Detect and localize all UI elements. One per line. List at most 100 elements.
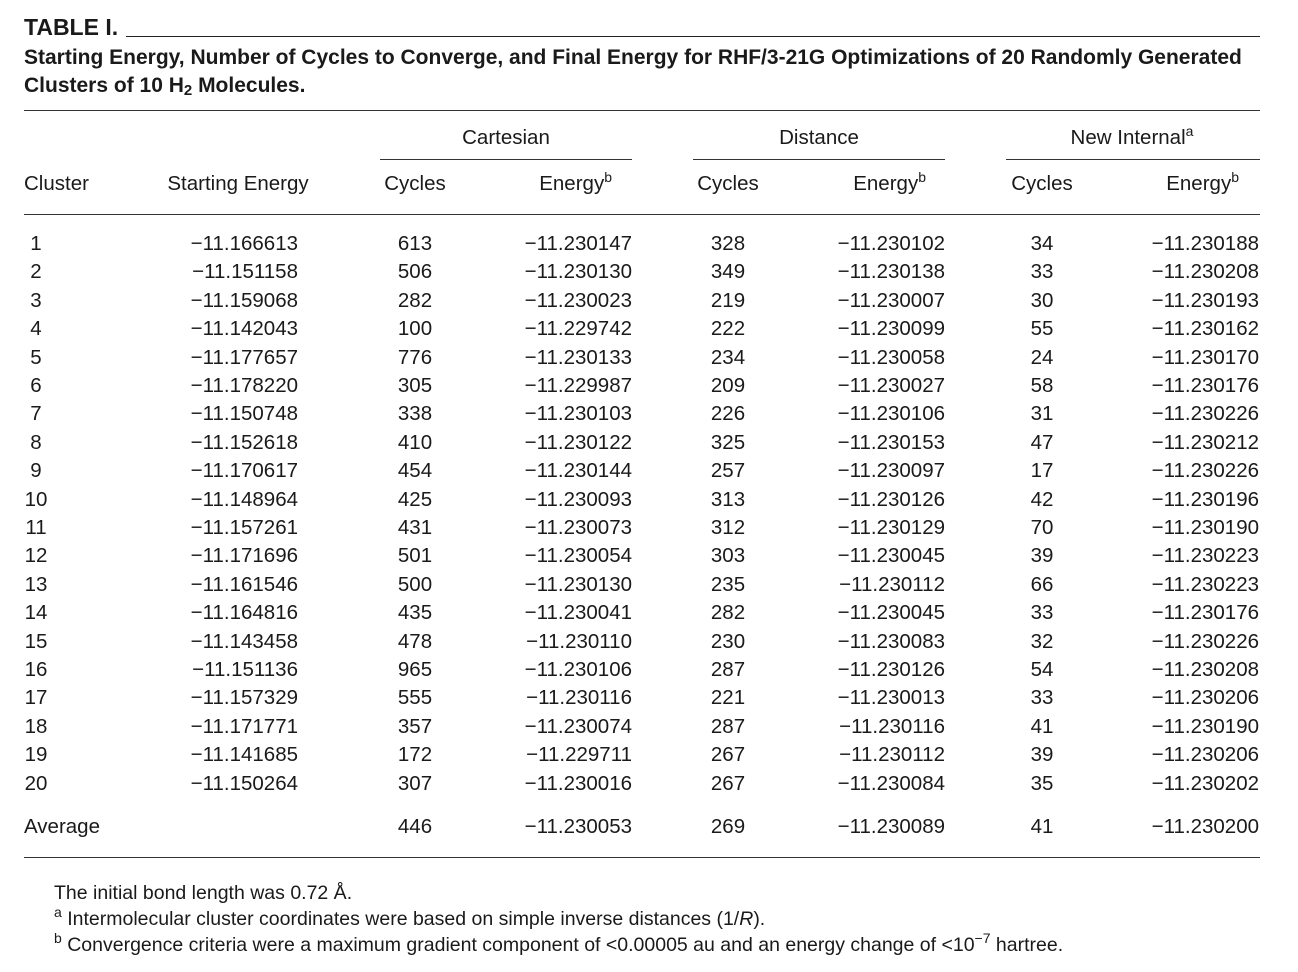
cell-new-internal-cycles: 55	[1030, 317, 1054, 341]
footnote-a-text: Intermolecular cluster coordinates were …	[67, 908, 740, 930]
column-header-cartesian-energy: Energyb	[539, 169, 612, 196]
cell-cartesian-energy: −11.229711	[526, 743, 632, 767]
cell-new-internal-cycles: 66	[1030, 572, 1054, 596]
cell-distance-energy: −11.230007	[837, 288, 945, 312]
cell-distance-energy: −11.230106	[837, 402, 945, 426]
cartesian-group-rule	[380, 159, 632, 160]
cell-distance-energy: −11.230116	[839, 714, 945, 738]
cell-cartesian-energy: −11.229987	[524, 374, 632, 397]
cell-new-internal-energy: −11.230162	[1151, 317, 1259, 341]
cell-starting-energy: −11.150264	[190, 771, 298, 795]
cell-cluster: 10	[24, 487, 48, 511]
cell-new-internal-cycles: 34	[1030, 232, 1054, 255]
cell-distance-cycles: 234	[710, 345, 746, 369]
cell-cartesian-cycles: 478	[397, 629, 433, 653]
cell-starting-energy: −11.170617	[190, 459, 298, 483]
cell-cartesian-cycles: 338	[397, 402, 433, 426]
cell-cartesian-cycles: 100	[397, 317, 433, 341]
cell-cluster: 6	[30, 374, 42, 397]
cell-cartesian-energy: −11.230130	[524, 260, 632, 284]
footnote-marker-b: b	[918, 169, 926, 185]
caption-subscript: 2	[183, 82, 193, 99]
cell-cluster: 11	[25, 516, 47, 539]
cell-new-internal-energy: −11.230206	[1151, 743, 1259, 767]
cell-cartesian-energy: −11.230103	[524, 402, 632, 426]
cell-distance-energy: −11.230112	[839, 743, 945, 767]
cell-new-internal-energy: −11.230208	[1151, 658, 1259, 681]
cell-cartesian-cycles: 435	[397, 601, 433, 625]
cell-distance-cycles: 312	[710, 516, 746, 539]
top-rule	[24, 110, 1260, 111]
cell-new-internal-cycles: 54	[1030, 658, 1054, 681]
cell-cartesian-energy: −11.229742	[524, 317, 632, 341]
cell-distance-cycles: 328	[710, 232, 746, 255]
cell-cartesian-energy: −11.230133	[524, 345, 632, 369]
cell-distance-cycles: 257	[710, 459, 746, 483]
cell-cluster: 2	[30, 260, 42, 284]
cell-cluster: 5	[30, 345, 42, 369]
cell-starting-energy: −11.151136	[192, 658, 298, 681]
footnote-general: The initial bond length was 0.72 Å.	[54, 882, 353, 904]
energy-label: Energy	[1166, 172, 1232, 195]
cell-cartesian-cycles: 555	[397, 686, 433, 710]
cell-starting-energy: −11.150748	[190, 402, 298, 426]
cell-cartesian-cycles: 501	[397, 544, 433, 568]
column-header-cluster: Cluster	[24, 172, 89, 195]
footnotes: The initial bond length was 0.72 Å. a In…	[54, 880, 1063, 958]
cell-new-internal-cycles: 24	[1030, 345, 1054, 369]
cell-distance-cycles: 325	[710, 430, 746, 454]
group-header-new-internal-label: New Internal	[1070, 126, 1186, 149]
cell-new-internal-energy: −11.230196	[1151, 487, 1259, 511]
cell-new-internal-energy: −11.230170	[1151, 345, 1259, 369]
cell-new-internal-energy: −11.230176	[1151, 374, 1259, 397]
cell-cartesian-cycles: 506	[397, 260, 433, 284]
footnote-marker-b: b	[1231, 169, 1239, 185]
cell-distance-cycles: 235	[710, 572, 746, 596]
cell-distance-energy: −11.230097	[837, 459, 945, 483]
footnote-a: a Intermolecular cluster coordinates wer…	[54, 905, 1063, 932]
cell-cluster: 17	[24, 686, 48, 710]
cell-new-internal-energy: −11.230176	[1151, 601, 1259, 625]
cell-cartesian-energy: −11.230023	[524, 288, 632, 312]
cell-distance-cycles: 349	[710, 260, 746, 284]
cell-new-internal-energy: −11.230212	[1151, 430, 1259, 454]
cell-distance-energy: −11.230099	[837, 317, 945, 341]
cell-distance-energy: −11.230027	[837, 374, 945, 397]
caption-text: Starting Energy, Number of Cycles to Con…	[24, 46, 1242, 97]
cell-distance-energy: −11.230083	[837, 629, 945, 653]
footnote-marker-b: b	[604, 169, 612, 185]
cell-cartesian-energy: −11.230130	[524, 572, 632, 596]
cell-distance-cycles: 226	[710, 402, 746, 426]
cell-new-internal-cycles: 35	[1030, 771, 1054, 795]
cell-new-internal-energy: −11.230190	[1151, 516, 1259, 539]
cell-cartesian-cycles: 500	[397, 572, 433, 596]
cell-distance-cycles: 222	[710, 317, 746, 341]
cell-distance-cycles: 267	[710, 771, 746, 795]
cell-starting-energy: −11.164816	[190, 601, 298, 625]
cell-new-internal-energy: −11.230226	[1151, 402, 1259, 426]
distance-group-rule	[693, 159, 945, 160]
cell-starting-energy: −11.148964	[190, 487, 298, 511]
cell-new-internal-cycles: 32	[1030, 629, 1054, 653]
cell-cartesian-energy: −11.230144	[524, 459, 632, 483]
cell-cartesian-energy: −11.230073	[524, 516, 632, 539]
cell-cartesian-cycles: 172	[397, 743, 433, 767]
column-header-new-internal-cycles: Cycles	[1011, 172, 1073, 195]
cell-starting-energy: −11.143458	[190, 629, 298, 653]
cell-distance-cycles: 209	[710, 374, 746, 397]
cell-cluster: 1	[30, 232, 42, 255]
cell-cluster: 15	[24, 629, 48, 653]
column-header-distance-cycles: Cycles	[697, 172, 759, 195]
cell-cartesian-energy: −11.230041	[524, 601, 632, 625]
cell-cluster: 3	[30, 288, 42, 312]
cell-distance-energy: −11.230058	[837, 345, 945, 369]
cell-distance-cycles: 303	[710, 544, 746, 568]
cell-cartesian-cycles: 282	[397, 288, 433, 312]
cell-distance-energy: −11.230013	[837, 686, 945, 710]
cell-cluster: 14	[24, 601, 48, 625]
cell-cartesian-energy: −11.230110	[526, 629, 632, 653]
table-label: TABLE I.	[24, 14, 127, 41]
cell-new-internal-cycles: 17	[1030, 459, 1054, 483]
cell-starting-energy: −11.159068	[190, 288, 298, 312]
cell-cartesian-cycles: 307	[397, 771, 433, 795]
